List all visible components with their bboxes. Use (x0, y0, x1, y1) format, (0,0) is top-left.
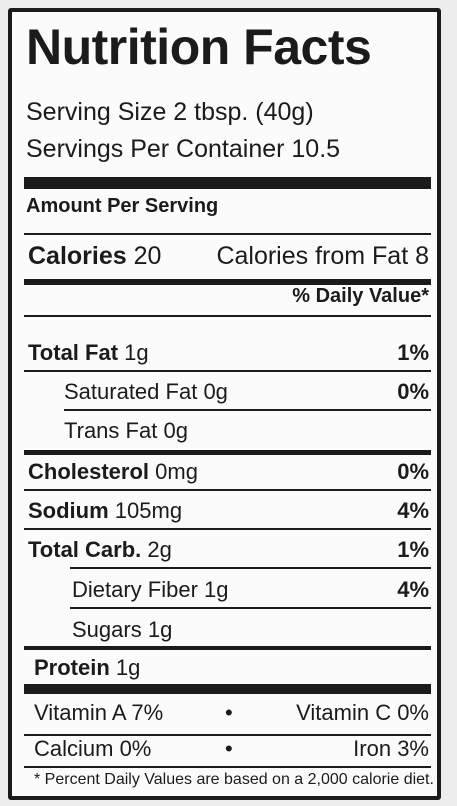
nutrient-amount: 0mg (155, 459, 198, 484)
calories-row: Calories 20 (28, 244, 161, 269)
calories-from-fat: Calories from Fat 8 (216, 242, 429, 270)
divider (24, 233, 431, 235)
amount-per-serving: Amount Per Serving (26, 195, 219, 217)
nutrient-amount: 2g (147, 537, 172, 562)
nutrient-row-protein: Protein 1g (12, 650, 437, 682)
calories-label: Calories (28, 242, 127, 270)
nutrient-name: Saturated Fat (64, 379, 198, 404)
nutrient-amount: 1g (147, 617, 173, 642)
nutrient-name: Sodium (28, 498, 109, 523)
bullet-separator: • (225, 736, 233, 761)
nutrient-name: Sugars (72, 617, 142, 642)
nutrient-row-sugars: Sugars 1g (12, 612, 437, 644)
nutrient-name: Protein (34, 655, 110, 680)
nutrient-row-trans-fat: Trans Fat 0g (12, 413, 437, 445)
vitamin-c: Vitamin C 0% (296, 700, 429, 725)
nutrient-row-saturated-fat: Saturated Fat 0g 0% (12, 374, 437, 406)
nutrient-dv: 1% (397, 537, 429, 562)
divider (64, 409, 431, 411)
servings-per-container: Servings Per Container 10.5 (26, 135, 341, 163)
divider (24, 646, 431, 650)
nutrient-amount: 1g (124, 340, 149, 365)
divider (24, 450, 431, 455)
divider (24, 315, 431, 317)
medium-divider (24, 279, 431, 285)
nutrient-dv: 1% (397, 340, 429, 365)
nutrient-row-total-carb: Total Carb. 2g 1% (12, 532, 437, 564)
divider (24, 766, 431, 768)
nutrient-amount: 1g (204, 577, 229, 602)
nutrient-amount: 105mg (114, 498, 183, 523)
serving-size: Serving Size 2 tbsp. (40g) (26, 98, 314, 126)
nutrient-row-dietary-fiber: Dietary Fiber 1g 4% (12, 572, 437, 604)
nutrient-row-total-fat: Total Fat 1g 1% (12, 335, 437, 367)
divider (24, 489, 431, 491)
nutrient-name: Dietary Fiber (72, 577, 198, 602)
divider (70, 607, 431, 609)
calories-value: 20 (133, 242, 162, 270)
nutrient-dv: 4% (397, 498, 429, 523)
daily-value-header: % Daily Value* (292, 285, 429, 307)
label-title: Nutrition Facts (26, 19, 372, 75)
thick-divider (24, 684, 431, 694)
iron: Iron 3% (353, 736, 429, 761)
calcium: Calcium 0% (34, 736, 152, 761)
nutrition-facts-label: Nutrition Facts Serving Size 2 tbsp. (40… (8, 8, 441, 800)
nutrient-amount: 0g (163, 418, 188, 443)
vitamin-a: Vitamin A 7% (34, 700, 164, 725)
thick-divider (24, 177, 431, 189)
divider (24, 528, 431, 530)
bullet-separator: • (225, 700, 233, 725)
nutrient-row-cholesterol: Cholesterol 0mg 0% (12, 454, 437, 486)
divider (24, 370, 431, 372)
nutrient-dv: 0% (397, 379, 429, 404)
divider (70, 567, 431, 569)
footnote: * Percent Daily Values are based on a 2,… (34, 771, 434, 788)
nutrient-dv: 0% (397, 459, 429, 484)
nutrient-name: Cholesterol (28, 459, 150, 484)
nutrient-row-sodium: Sodium 105mg 4% (12, 493, 437, 525)
nutrient-name: Total Fat (28, 340, 119, 365)
divider (24, 734, 431, 736)
nutrient-amount: 1g (115, 655, 141, 680)
nutrient-name: Total Carb. (28, 537, 142, 562)
nutrient-name: Trans Fat (64, 418, 158, 443)
nutrient-dv: 4% (397, 577, 429, 602)
nutrient-amount: 0g (203, 379, 228, 404)
